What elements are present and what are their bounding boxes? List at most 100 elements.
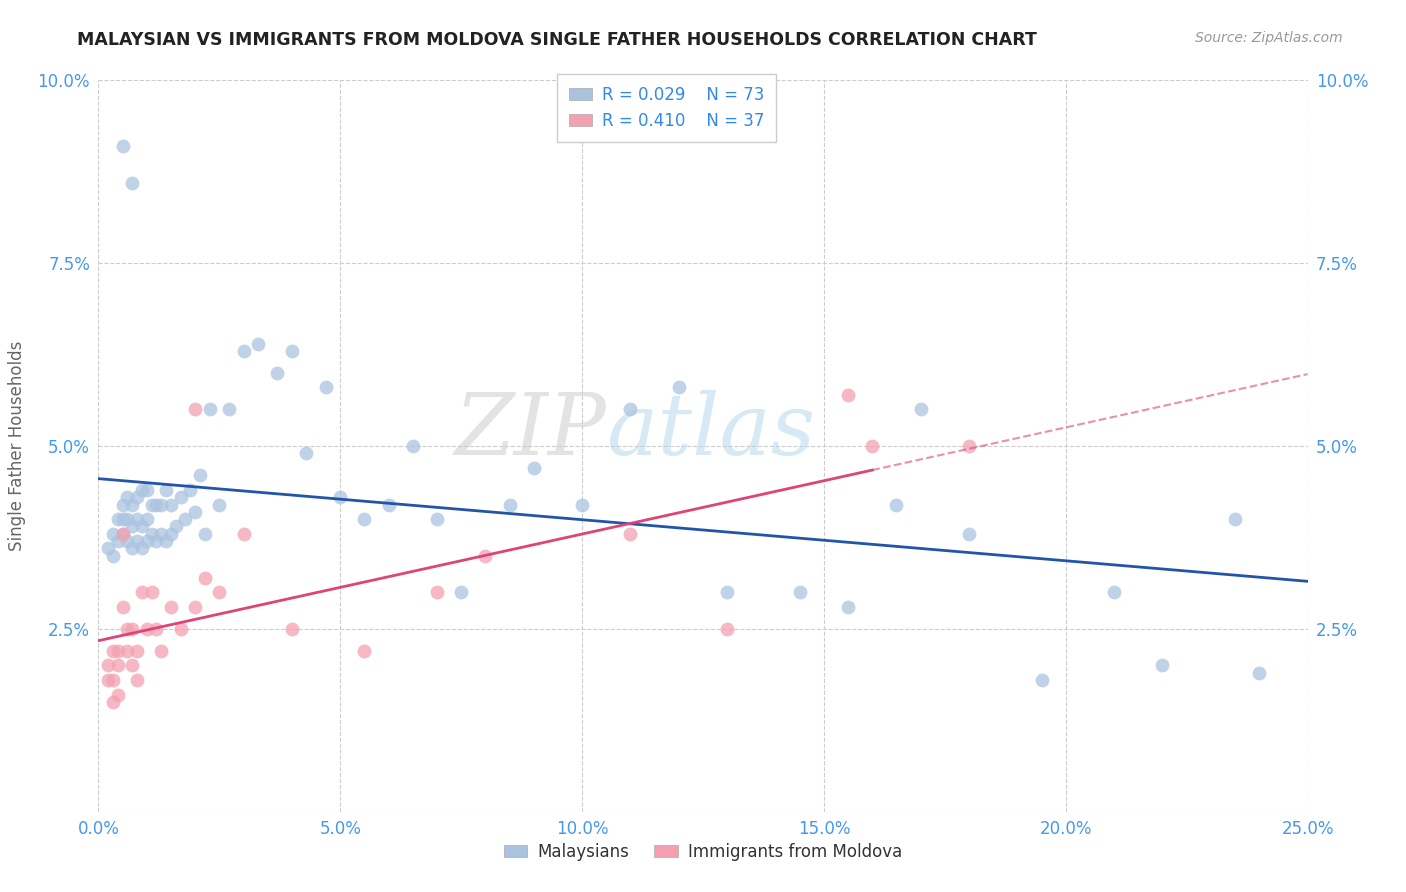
Text: ZIP: ZIP <box>454 390 606 473</box>
Point <box>295 446 318 460</box>
Point <box>716 585 738 599</box>
Point <box>131 483 153 497</box>
Point <box>165 519 187 533</box>
Text: MALAYSIAN VS IMMIGRANTS FROM MOLDOVA SINGLE FATHER HOUSEHOLDS CORRELATION CHART: MALAYSIAN VS IMMIGRANTS FROM MOLDOVA SIN… <box>77 31 1038 49</box>
Point <box>111 526 134 541</box>
Point <box>402 439 425 453</box>
Point <box>160 498 183 512</box>
Point <box>101 526 124 541</box>
Point <box>107 688 129 702</box>
Point <box>179 483 201 497</box>
Point <box>619 526 641 541</box>
Point <box>160 599 183 614</box>
Point <box>107 658 129 673</box>
Point <box>716 622 738 636</box>
Point <box>184 402 207 417</box>
Point <box>198 402 221 417</box>
Point <box>135 483 157 497</box>
Point <box>571 498 593 512</box>
Legend: Malaysians, Immigrants from Moldova: Malaysians, Immigrants from Moldova <box>496 835 910 869</box>
Point <box>837 388 859 402</box>
Point <box>957 526 980 541</box>
Point <box>141 498 163 512</box>
Point <box>127 490 149 504</box>
Point <box>150 644 173 658</box>
Point <box>1249 665 1271 680</box>
Point <box>131 519 153 533</box>
Point <box>1223 512 1246 526</box>
Point <box>107 512 129 526</box>
Point <box>145 498 167 512</box>
Point <box>619 402 641 417</box>
Point <box>1102 585 1125 599</box>
Point <box>107 534 129 549</box>
Point <box>121 541 143 556</box>
Point <box>188 468 211 483</box>
Point <box>281 343 304 358</box>
Point <box>169 490 191 504</box>
Point <box>194 571 217 585</box>
Point <box>145 534 167 549</box>
Point <box>121 176 143 190</box>
Point <box>208 498 231 512</box>
Point <box>101 695 124 709</box>
Point <box>247 336 270 351</box>
Point <box>150 498 173 512</box>
Point <box>353 512 375 526</box>
Point <box>131 585 153 599</box>
Point <box>127 534 149 549</box>
Point <box>117 534 139 549</box>
Point <box>910 402 932 417</box>
Point <box>426 585 449 599</box>
Point <box>117 490 139 504</box>
Point <box>208 585 231 599</box>
Point <box>121 658 143 673</box>
Point <box>1152 658 1174 673</box>
Point <box>97 541 120 556</box>
Point <box>121 519 143 533</box>
Point <box>329 490 352 504</box>
Point <box>957 439 980 453</box>
Point <box>266 366 288 380</box>
Point <box>668 380 690 394</box>
Point <box>281 622 304 636</box>
Point <box>184 505 207 519</box>
Point <box>127 673 149 687</box>
Point <box>127 512 149 526</box>
Point <box>1031 673 1053 687</box>
Point <box>155 534 177 549</box>
Point <box>145 622 167 636</box>
Point <box>141 585 163 599</box>
Point <box>111 599 134 614</box>
Point <box>135 534 157 549</box>
Point <box>121 622 143 636</box>
Point <box>450 585 472 599</box>
Point <box>169 622 191 636</box>
Point <box>107 644 129 658</box>
Point <box>194 526 217 541</box>
Point <box>101 549 124 563</box>
Point <box>127 644 149 658</box>
Point <box>111 512 134 526</box>
Point <box>135 622 157 636</box>
Y-axis label: Single Father Households: Single Father Households <box>8 341 27 551</box>
Point <box>426 512 449 526</box>
Text: Source: ZipAtlas.com: Source: ZipAtlas.com <box>1195 31 1343 45</box>
Point <box>117 622 139 636</box>
Point <box>174 512 197 526</box>
Point <box>232 343 254 358</box>
Point <box>155 483 177 497</box>
Point <box>97 658 120 673</box>
Point <box>498 498 520 512</box>
Point <box>117 512 139 526</box>
Point <box>101 673 124 687</box>
Point <box>111 498 134 512</box>
Point <box>135 512 157 526</box>
Point <box>315 380 337 394</box>
Point <box>232 526 254 541</box>
Point <box>523 461 546 475</box>
Point <box>101 644 124 658</box>
Point <box>131 541 153 556</box>
Point <box>121 498 143 512</box>
Point <box>150 526 173 541</box>
